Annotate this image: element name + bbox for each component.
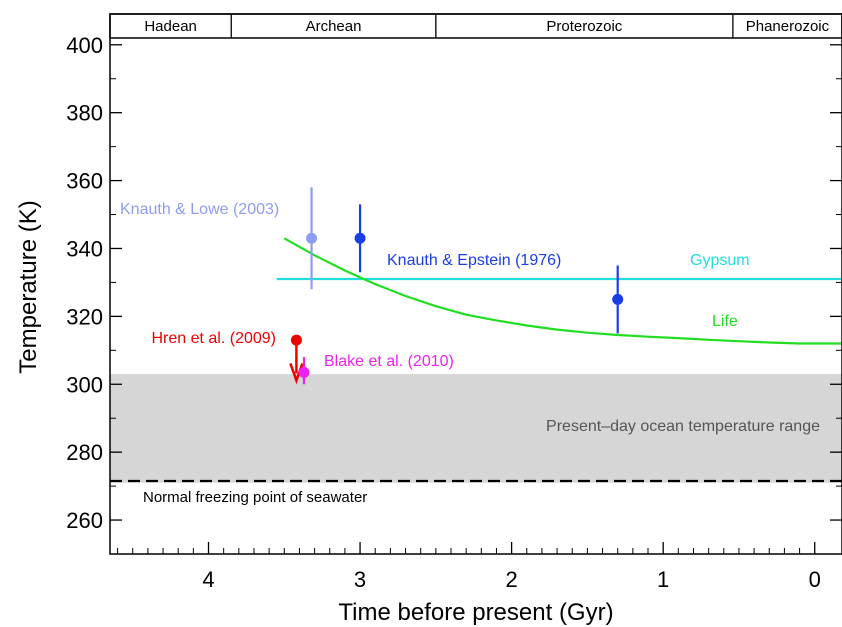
eon-label: Phanerozoic (746, 18, 830, 35)
data-point (612, 294, 623, 305)
eon-label: Proterozoic (546, 18, 622, 35)
gypsum-label: Gypsum (690, 252, 750, 269)
data-point-label: Knauth & Lowe (2003) (120, 201, 279, 218)
eon-label: Hadean (144, 18, 197, 35)
x-tick-label: 3 (354, 567, 366, 592)
y-tick-label: 360 (66, 169, 103, 194)
data-point (291, 335, 302, 346)
freezing-label: Normal freezing point of seawater (143, 489, 367, 506)
life-label: Life (712, 313, 738, 330)
y-tick-label: 380 (66, 101, 103, 126)
y-tick-label: 280 (66, 440, 103, 465)
data-point-label: Hren et al. (2009) (151, 330, 276, 347)
y-tick-label: 340 (66, 236, 103, 261)
data-point (306, 233, 317, 244)
y-axis-label: Temperature (K) (15, 200, 42, 373)
y-tick-label: 320 (66, 304, 103, 329)
eon-label: Archean (306, 18, 362, 35)
data-point-label: Blake et al. (2010) (324, 353, 454, 370)
x-tick-label: 0 (809, 567, 821, 592)
data-point (355, 233, 366, 244)
life-curve (284, 238, 842, 343)
x-tick-label: 1 (657, 567, 669, 592)
x-tick-label: 2 (505, 567, 517, 592)
x-axis-label: Time before present (Gyr) (338, 599, 613, 626)
y-tick-label: 260 (66, 508, 103, 533)
eon-bar: Hadean Archean Proterozoic Phanerozoic (110, 14, 842, 38)
ocean-range-label: Present–day ocean temperature range (546, 418, 820, 435)
y-tick-label: 400 (66, 33, 103, 58)
eon-bar-frame (110, 14, 842, 38)
y-tick-label: 300 (66, 372, 103, 397)
data-point-label: Knauth & Epstein (1976) (387, 252, 561, 269)
x-tick-label: 4 (202, 567, 214, 592)
data-point (298, 367, 309, 378)
